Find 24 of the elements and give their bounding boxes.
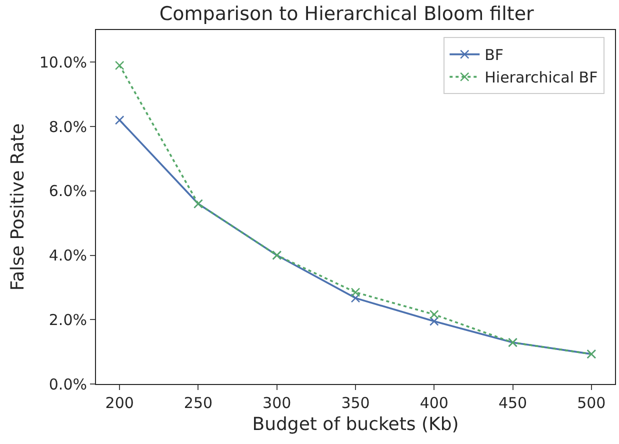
- point: [429, 316, 439, 326]
- x-tick-label: 250: [184, 394, 213, 412]
- x-tick-label: 400: [420, 394, 448, 412]
- legend-label: Hierarchical BF: [484, 68, 598, 87]
- chart-title: Comparison to Hierarchical Bloom filter: [159, 2, 534, 25]
- point: [350, 288, 360, 297]
- point: [350, 293, 360, 303]
- legend-label: BF: [484, 46, 504, 64]
- point: [114, 60, 124, 70]
- x-tick-label: 350: [341, 394, 370, 412]
- y-axis-title: False Positive Rate: [8, 123, 29, 291]
- point: [429, 310, 439, 320]
- x-tick-label: 200: [105, 394, 134, 412]
- y-tick-label: 4.0%: [48, 246, 87, 265]
- y-tick-label: 10.0%: [39, 53, 87, 72]
- x-axis-title: Budget of buckets (Kb): [252, 414, 459, 436]
- y-tick-label: 2.0%: [48, 310, 87, 329]
- x-tick-label: 300: [262, 394, 292, 412]
- y-tick-label: 0.0%: [48, 375, 87, 394]
- x-tick-label: 500: [577, 394, 606, 412]
- y-tick-label: 8.0%: [48, 118, 87, 136]
- x-tick-label: 450: [498, 394, 528, 412]
- point: [114, 115, 124, 125]
- y-tick-label: 6.0%: [48, 182, 87, 200]
